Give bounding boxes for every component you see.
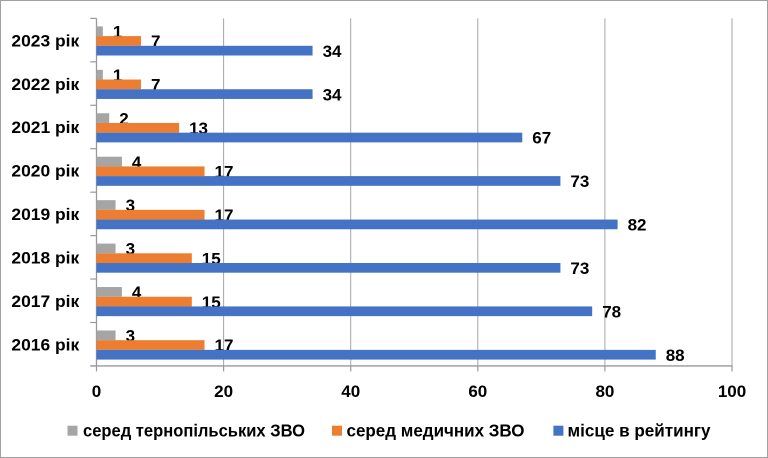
svg-text:2021 рік: 2021 рік xyxy=(11,118,79,137)
svg-text:місце в рейтингу: місце в рейтингу xyxy=(568,420,711,440)
svg-text:67: 67 xyxy=(532,129,551,148)
svg-text:60: 60 xyxy=(468,382,487,401)
svg-text:20: 20 xyxy=(214,382,233,401)
svg-text:2018 рік: 2018 рік xyxy=(11,249,79,268)
svg-text:3: 3 xyxy=(126,240,135,259)
svg-text:2: 2 xyxy=(119,109,128,128)
svg-text:7: 7 xyxy=(151,76,160,95)
svg-text:7: 7 xyxy=(151,32,160,51)
svg-text:73: 73 xyxy=(570,172,589,191)
svg-text:34: 34 xyxy=(323,85,342,104)
svg-text:40: 40 xyxy=(341,382,360,401)
svg-text:3: 3 xyxy=(126,327,135,346)
svg-text:73: 73 xyxy=(570,259,589,278)
svg-text:серед медичних ЗВО: серед медичних ЗВО xyxy=(347,420,525,440)
svg-text:4: 4 xyxy=(132,283,142,302)
svg-text:2017 рік: 2017 рік xyxy=(11,292,79,311)
svg-text:2023 рік: 2023 рік xyxy=(11,31,79,50)
svg-text:1: 1 xyxy=(113,66,122,85)
svg-text:2019 рік: 2019 рік xyxy=(11,205,79,224)
svg-text:34: 34 xyxy=(323,42,342,61)
svg-text:4: 4 xyxy=(132,153,142,172)
svg-text:2022 рік: 2022 рік xyxy=(11,75,79,94)
svg-text:1: 1 xyxy=(113,23,122,42)
svg-text:2020 рік: 2020 рік xyxy=(11,162,79,181)
svg-text:78: 78 xyxy=(602,303,621,322)
svg-text:80: 80 xyxy=(595,382,614,401)
svg-text:88: 88 xyxy=(666,346,685,365)
svg-text:2016 рік: 2016 рік xyxy=(11,335,79,354)
svg-text:100: 100 xyxy=(718,382,746,401)
svg-text:3: 3 xyxy=(126,196,135,215)
svg-text:82: 82 xyxy=(628,216,647,235)
svg-text:серед тернопільських ЗВО: серед тернопільських ЗВО xyxy=(83,420,305,440)
svg-text:0: 0 xyxy=(92,382,101,401)
